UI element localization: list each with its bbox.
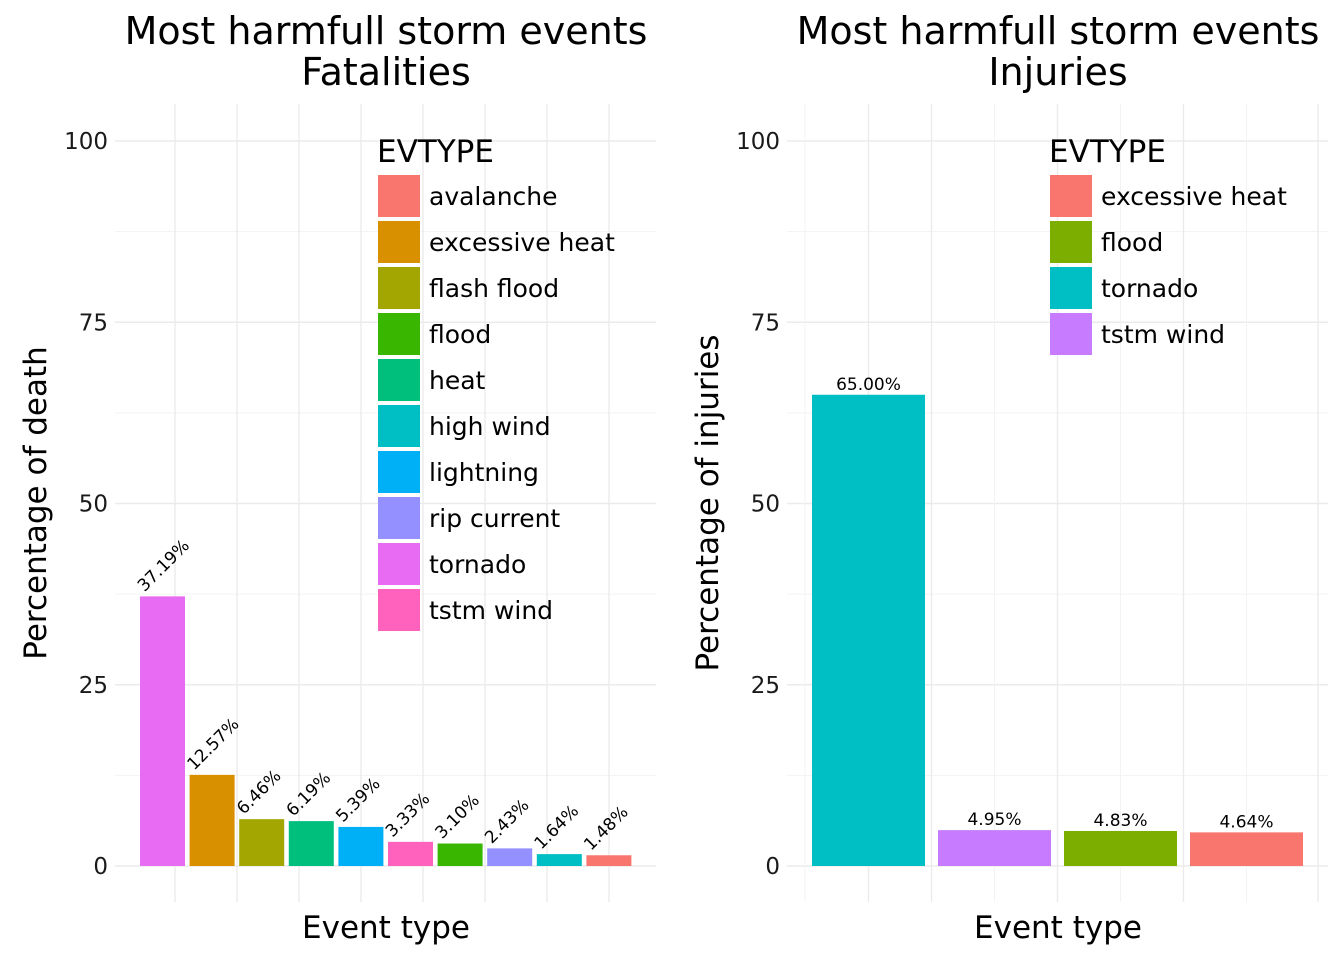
legend-swatch-flood (1050, 221, 1092, 263)
injuries-y-tick-label: 0 (765, 854, 780, 880)
legend-swatch-tornado (1050, 267, 1092, 309)
legend-label-flash-flood: flash flood (429, 274, 559, 303)
bar-flood (1064, 830, 1177, 866)
legend-label-high-wind: high wind (429, 412, 551, 441)
legend-swatch-tstm-wind (378, 589, 420, 631)
injuries-bars (812, 394, 1303, 866)
bar-label-heat: 6.19% (283, 768, 335, 820)
bar-flood (437, 843, 483, 866)
bar-tornado (140, 596, 185, 866)
injuries-chart-subtitle: Injuries (988, 50, 1127, 94)
legend-label-excessive-heat: excessive heat (429, 228, 615, 257)
bar-label-rip-current: 2.43% (481, 796, 533, 848)
bar-rip-current (487, 848, 533, 866)
bar-label-high-wind: 1.64% (531, 801, 583, 853)
bar-tornado (812, 394, 925, 866)
bar-excessive-heat (1190, 832, 1303, 866)
fatalities-legend-title: EVTYPE (377, 134, 494, 170)
fatalities-chart-title: Most harmfull storm events (125, 9, 648, 53)
bar-label-excessive-heat: 12.57% (183, 714, 243, 774)
fatalities-y-tick-label: 50 (79, 492, 108, 518)
injuries-legend-items: excessive heat flood tornado tstm wind (1050, 175, 1287, 355)
injuries-y-tick-label: 25 (751, 673, 780, 699)
fatalities-x-axis-title: Event type (302, 910, 470, 946)
legend-label-tstm-wind: tstm wind (429, 596, 553, 625)
fatalities-panel: Most harmfull storm events Fatalities 0 2… (18, 9, 656, 946)
bar-label-tornado: 37.19% (134, 536, 194, 596)
legend-label-tornado: tornado (429, 550, 526, 579)
fatalities-y-tick-label: 25 (79, 673, 108, 699)
legend-label-excessive-heat: excessive heat (1101, 182, 1287, 211)
fatalities-legend-items: avalanche excessive heat flash flood flood h… (378, 175, 615, 631)
bar-label-lightning: 5.39% (332, 774, 384, 826)
bar-label-tstm-wind: 3.33% (382, 789, 434, 841)
bar-label-excessive-heat: 4.64% (1219, 812, 1273, 832)
bar-lightning (338, 826, 384, 866)
fatalities-legend: EVTYPE avalanche excessive heat flash floo… (377, 134, 615, 631)
legend-swatch-rip-current (378, 497, 420, 539)
legend-label-lightning: lightning (429, 458, 539, 487)
bar-label-tornado: 65.00% (836, 375, 901, 395)
injuries-bar-labels: 65.00% 4.95% 4.83% 4.64% (836, 375, 1273, 833)
legend-swatch-excessive-heat (378, 221, 420, 263)
bar-label-avalanche: 1.48% (580, 802, 632, 854)
injuries-y-tick-label: 50 (751, 492, 780, 518)
bar-label-flash-flood: 6.46% (233, 766, 285, 818)
legend-label-heat: heat (429, 366, 486, 395)
legend-swatch-tornado (378, 543, 420, 585)
legend-label-avalanche: avalanche (429, 182, 558, 211)
injuries-y-axis-title: Percentage of injuries (690, 334, 726, 671)
legend-label-tstm-wind: tstm wind (1101, 320, 1225, 349)
bar-heat (288, 821, 334, 866)
legend-swatch-flood (378, 313, 420, 355)
bar-flash-flood (239, 819, 285, 866)
injuries-y-tick-label: 100 (736, 129, 780, 155)
fatalities-y-ticks: 0 25 50 75 100 (64, 129, 108, 880)
legend-swatch-avalanche (378, 175, 420, 217)
legend-label-rip-current: rip current (429, 504, 560, 533)
fatalities-y-axis-title: Percentage of death (18, 346, 54, 660)
injuries-y-tick-label: 75 (751, 310, 780, 336)
bar-high-wind (536, 854, 582, 866)
injuries-legend: EVTYPE excessive heat flood tornado tstm wi… (1049, 134, 1287, 355)
injuries-chart-title: Most harmfull storm events (797, 9, 1320, 53)
legend-swatch-tstm-wind (1050, 313, 1092, 355)
legend-swatch-excessive-heat (1050, 175, 1092, 217)
legend-swatch-flash-flood (378, 267, 420, 309)
bar-label-flood: 4.83% (1093, 811, 1147, 831)
legend-swatch-lightning (378, 451, 420, 493)
legend-label-flood: flood (1101, 228, 1163, 257)
injuries-y-ticks: 0 25 50 75 100 (736, 129, 780, 880)
fatalities-y-tick-label: 0 (93, 854, 108, 880)
legend-swatch-high-wind (378, 405, 420, 447)
fatalities-bars (140, 596, 632, 866)
bar-label-flood: 3.10% (431, 791, 483, 843)
bar-label-tstm-wind: 4.95% (967, 810, 1021, 830)
bar-excessive-heat (189, 774, 235, 866)
fatalities-chart-subtitle: Fatalities (301, 50, 471, 94)
fatalities-y-tick-label: 100 (64, 129, 108, 155)
injuries-x-axis-title: Event type (974, 910, 1142, 946)
bar-tstm-wind (388, 841, 433, 866)
bar-avalanche (586, 855, 632, 866)
bar-tstm-wind (938, 830, 1051, 866)
legend-label-flood: flood (429, 320, 491, 349)
legend-label-tornado: tornado (1101, 274, 1198, 303)
injuries-panel: Most harmfull storm events Injuries 0 25 5… (690, 9, 1328, 946)
fatalities-y-tick-label: 75 (79, 310, 108, 336)
legend-swatch-heat (378, 359, 420, 401)
injuries-legend-title: EVTYPE (1049, 134, 1166, 170)
